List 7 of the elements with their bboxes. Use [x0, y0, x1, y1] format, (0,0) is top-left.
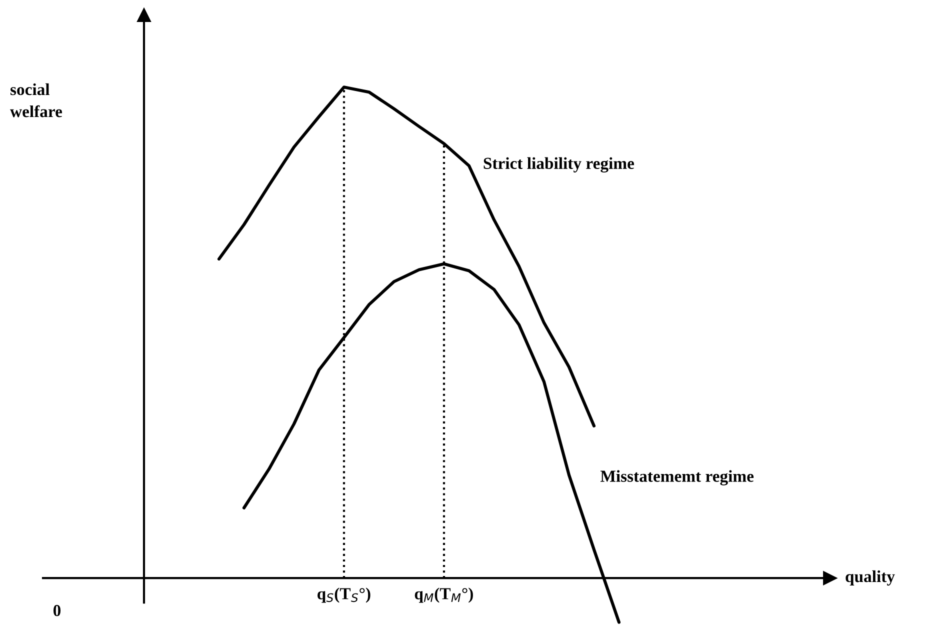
series-label: Misstatememt regime	[600, 470, 754, 486]
x-tick-label: q$_{M}$(T$_{M}$°)	[414, 588, 473, 603]
text: social welfare	[10, 83, 62, 118]
series-label: Strict liability regime	[484, 157, 634, 173]
text: 0	[53, 604, 61, 616]
text: quality	[846, 570, 895, 586]
x-tick-label: q$_{S}$(T$_{S}$°)	[318, 588, 370, 603]
